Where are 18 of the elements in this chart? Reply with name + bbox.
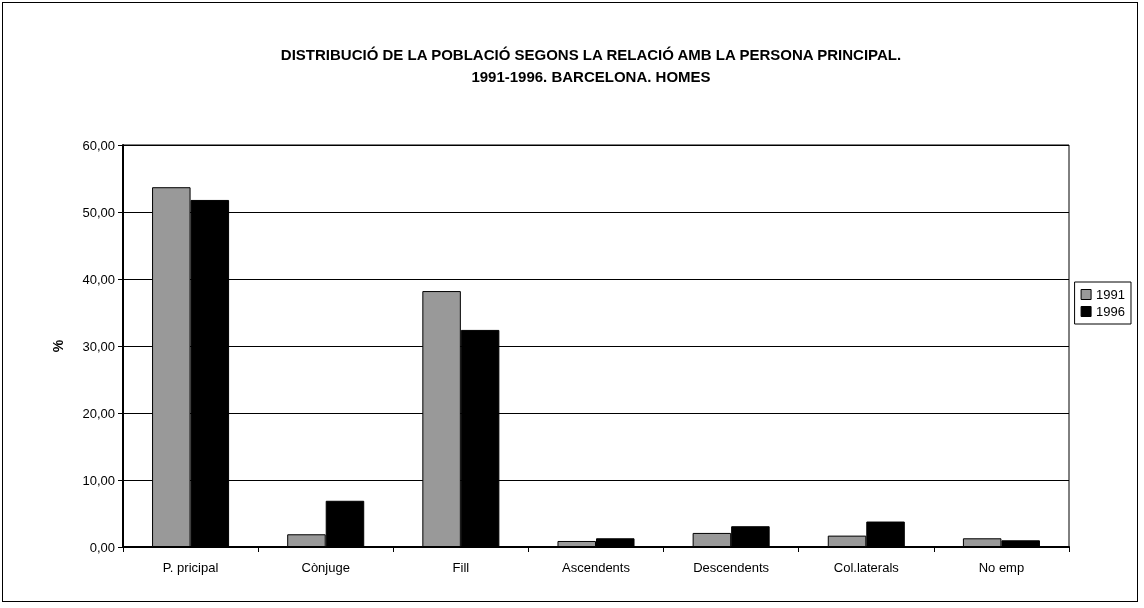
x-tick-label: Ascendents [562, 560, 631, 575]
x-tick-label: Fill [452, 560, 470, 575]
y-tick-label: 60,00 [82, 137, 115, 153]
y-axis-title: % [50, 339, 66, 353]
y-tick-label: 10,00 [82, 472, 115, 488]
y-tick-label: 50,00 [82, 204, 115, 220]
x-tick-label: Descendents [693, 560, 770, 575]
x-tick-label: No emp [978, 560, 1025, 575]
x-tick-label: Cònjuge [301, 560, 350, 575]
y-tick-label: 20,00 [82, 405, 115, 421]
y-tick-label: 30,00 [82, 338, 115, 354]
x-tick-label: P. pricipal [162, 560, 219, 575]
y-tick-label: 0,00 [89, 539, 115, 555]
legend-label: 1996 [1096, 304, 1125, 319]
y-tick-label: 40,00 [82, 271, 115, 287]
x-tick-label: Col.laterals [833, 560, 900, 575]
chart-title: DISTRIBUCIÓ DE LA POBLACIÓ SEGONS LA RELACIÓ AMB LA PERSONA PRINCIPAL. 1991-1996. BARCELONA. HOMES [280, 45, 902, 85]
legend-label: 1991 [1096, 287, 1125, 302]
